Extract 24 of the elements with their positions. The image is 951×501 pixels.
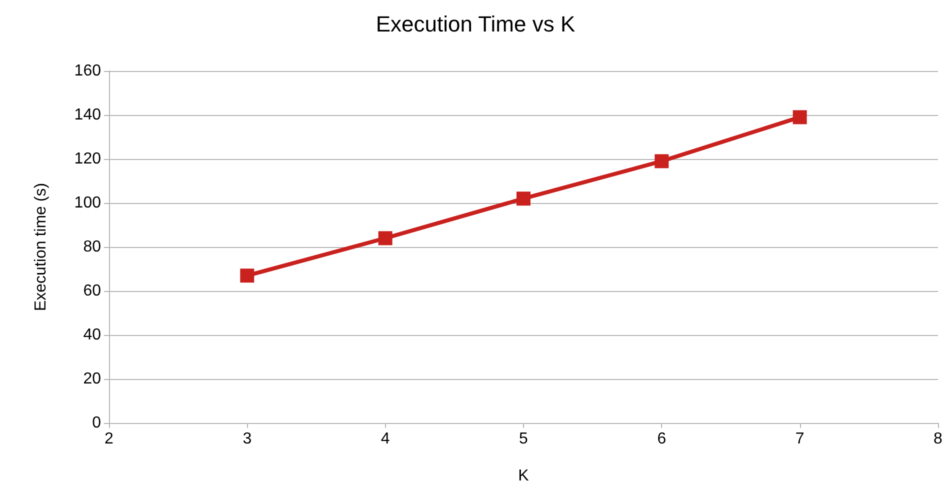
y-tick-label: 140 <box>74 106 102 124</box>
x-tick-label: 8 <box>934 430 943 448</box>
x-tick-label: 3 <box>242 430 252 448</box>
point <box>516 192 530 206</box>
y-tick-label: 0 <box>92 414 102 432</box>
point <box>378 231 392 246</box>
y-tick-label: 20 <box>83 370 102 388</box>
y-tick-label: 80 <box>83 238 102 256</box>
point <box>654 154 669 168</box>
x-tick-label: 2 <box>104 430 114 448</box>
y-axis-title: Execution time (s) <box>32 182 50 312</box>
y-tick-label: 40 <box>83 326 102 344</box>
y-tick-label: 160 <box>74 62 102 80</box>
x-tick-label: 5 <box>519 430 528 448</box>
x-tick-label: 4 <box>380 430 390 448</box>
x-tick-label: 7 <box>795 430 804 448</box>
x-tick-label: 6 <box>657 430 666 448</box>
chart-title: Execution Time vs K <box>376 12 576 36</box>
point <box>240 268 254 283</box>
y-tick-label: 100 <box>74 194 102 212</box>
y-tick-label: 120 <box>74 150 102 168</box>
y-tick-label: 60 <box>83 282 102 300</box>
x-axis-title: K <box>518 468 530 484</box>
point <box>792 110 807 124</box>
